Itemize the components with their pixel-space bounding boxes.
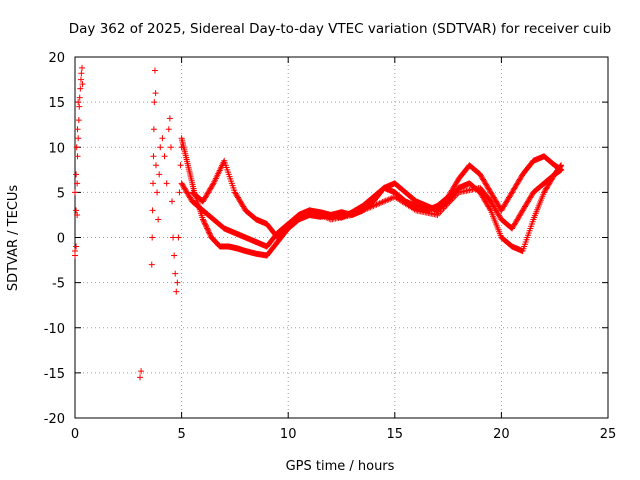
chart-title: Day 362 of 2025, Sidereal Day-to-day VTE… [69, 21, 611, 37]
data-point [207, 231, 214, 238]
data-point [206, 230, 213, 237]
data-point [73, 171, 80, 178]
data-point [73, 144, 80, 151]
data-point [74, 126, 81, 133]
data-point [201, 219, 208, 226]
data-point [203, 224, 210, 231]
data-point [76, 103, 83, 110]
data-point [177, 162, 184, 169]
x-tick-label: 25 [600, 427, 617, 442]
data-points [72, 64, 565, 381]
data-point [151, 99, 158, 106]
data-point [202, 222, 209, 229]
x-tick-label: 10 [280, 427, 297, 442]
y-tick-label: -15 [44, 367, 65, 382]
axis-ticks: 0 5 10 15 20 25 -20 -15 -10 -5 0 5 10 15 20 [44, 51, 617, 442]
data-point [199, 216, 206, 223]
data-point [163, 180, 170, 187]
data-point [157, 144, 164, 151]
data-point [204, 225, 211, 232]
data-point [174, 279, 181, 286]
data-point [156, 171, 163, 178]
y-tick-label: 5 [57, 186, 65, 201]
data-point [74, 153, 81, 160]
data-point [148, 261, 155, 268]
data-point [75, 117, 82, 124]
data-point [205, 228, 212, 235]
data-point [172, 270, 179, 277]
y-tick-label: 0 [57, 232, 65, 247]
y-tick-label: -20 [44, 412, 65, 427]
data-point [74, 180, 81, 187]
data-point [150, 126, 157, 133]
data-point [176, 189, 183, 196]
y-tick-label: 20 [48, 51, 65, 66]
data-point [153, 162, 160, 169]
data-point [202, 221, 209, 228]
data-point [76, 94, 83, 101]
data-point [72, 248, 78, 255]
data-point [77, 85, 84, 92]
data-point [72, 189, 78, 196]
data-point [155, 216, 162, 223]
data-point [78, 70, 85, 77]
x-axis-title: GPS time / hours [286, 459, 395, 474]
data-point [137, 374, 144, 381]
data-point [173, 288, 180, 295]
x-tick-label: 5 [177, 427, 185, 442]
data-point [204, 226, 211, 233]
y-tick-label: -5 [52, 277, 65, 292]
data-point [159, 135, 166, 142]
x-tick-label: 15 [387, 427, 404, 442]
data-point [200, 217, 207, 224]
data-point [201, 220, 208, 227]
data-point [175, 234, 182, 241]
data-point [154, 189, 161, 196]
data-point [149, 234, 156, 241]
data-point [79, 81, 86, 88]
x-tick-label: 20 [493, 427, 510, 442]
data-point [161, 153, 168, 160]
data-point [138, 368, 145, 375]
data-point [558, 166, 565, 173]
data-point [171, 252, 178, 259]
y-tick-label: 15 [48, 96, 65, 111]
data-point [206, 229, 213, 236]
data-point [149, 207, 156, 214]
y-axis-title: SDTVAR / TECUs [6, 185, 21, 292]
data-point [169, 198, 176, 205]
x-tick-label: 0 [71, 427, 79, 442]
data-point [152, 90, 159, 97]
data-point [79, 64, 86, 71]
data-point [151, 67, 158, 74]
data-point [166, 115, 173, 122]
y-tick-label: -10 [44, 322, 65, 337]
data-point [486, 206, 493, 213]
data-point [75, 99, 82, 106]
data-point [170, 234, 177, 241]
y-tick-label: 10 [48, 141, 65, 156]
data-point [77, 76, 84, 83]
data-point [167, 144, 174, 151]
data-point [73, 207, 80, 214]
grid [75, 57, 608, 418]
data-point [150, 180, 157, 187]
data-point [150, 153, 157, 160]
data-point [165, 126, 172, 133]
data-point [73, 243, 80, 250]
data-point [74, 211, 81, 218]
data-point [75, 135, 82, 142]
